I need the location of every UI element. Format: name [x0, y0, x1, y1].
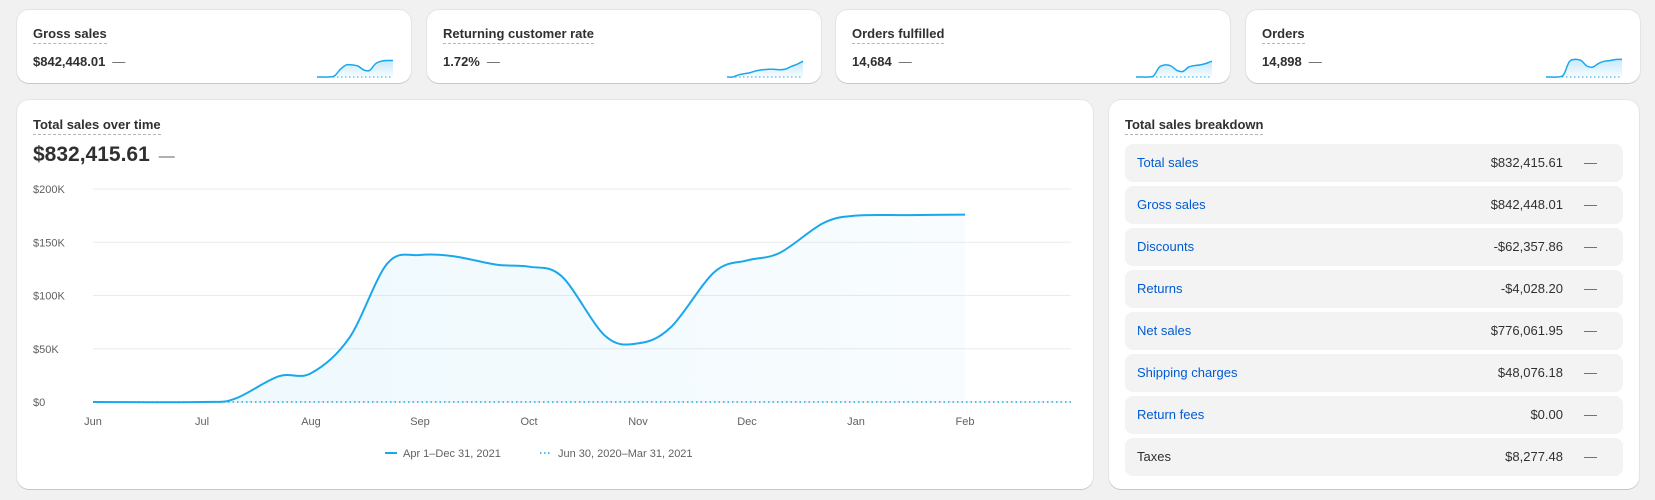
x-tick-label: Sep [410, 416, 430, 428]
breakdown-label[interactable]: Total sales [1137, 155, 1199, 170]
metric-title[interactable]: Returning customer rate [443, 26, 594, 44]
x-tick-label: Oct [520, 416, 537, 428]
comparison-dash: — [1584, 323, 1597, 338]
comparison-dash: — [158, 148, 175, 165]
metric-value: 14,684— [852, 54, 912, 69]
chart-legend: Apr 1–Dec 31, 2021 Jun 30, 2020–Mar 31, 2… [385, 448, 693, 460]
total-sales-over-time-card: Total sales over time $832,415.61— $200K… [17, 100, 1093, 489]
sparkline [316, 59, 394, 78]
metric-title[interactable]: Orders [1262, 26, 1305, 44]
y-tick-label: $0 [33, 397, 45, 409]
sparkline [1135, 60, 1213, 78]
metric-card-returning-customer-rate[interactable]: Returning customer rate 1.72% — [427, 10, 821, 83]
metric-card-orders-fulfilled[interactable]: Orders fulfilled 14,684— [836, 10, 1230, 83]
breakdown-value: $48,076.18 [1497, 365, 1563, 380]
breakdown-label[interactable]: Gross sales [1137, 197, 1206, 212]
x-tick-label: Jul [195, 416, 209, 428]
sparkline-area [727, 61, 803, 78]
comparison-dash: — [1308, 54, 1322, 69]
comparison-dash: — [1584, 449, 1597, 464]
breakdown-row[interactable]: Shipping charges $48,076.18 — [1125, 354, 1623, 392]
sales-line-chart[interactable]: $200K $150K $100K $50K $0 Jun Jul Aug Sep Oct Nov D… [17, 100, 1093, 489]
sparkline-line [1135, 60, 1213, 78]
sparkline [726, 60, 804, 78]
breakdown-value: -$4,028.20 [1500, 281, 1563, 296]
breakdown-value: $8,277.48 [1505, 449, 1563, 464]
metric-value: 14,898— [1262, 54, 1322, 69]
comparison-dash: — [1584, 197, 1597, 212]
chart-title[interactable]: Total sales over time [33, 117, 161, 135]
comparison-dash: — [1584, 365, 1597, 380]
series-line-current-period [92, 213, 966, 404]
comparison-dash: — [1584, 281, 1597, 296]
comparison-dash: — [1584, 407, 1597, 422]
metric-title[interactable]: Orders fulfilled [852, 26, 945, 44]
breakdown-row[interactable]: Gross sales $842,448.01 — [1125, 186, 1623, 224]
comparison-dash: — [898, 54, 912, 69]
breakdown-title[interactable]: Total sales breakdown [1125, 117, 1264, 135]
x-tick-label: Jan [847, 416, 865, 428]
metric-card-gross-sales[interactable]: Gross sales $842,448.01— [17, 10, 411, 83]
breakdown-row[interactable]: Discounts -$62,357.86 — [1125, 228, 1623, 266]
comparison-dash: — [1584, 239, 1597, 254]
breakdown-label[interactable]: Returns [1137, 281, 1183, 296]
legend-label-previous: Jun 30, 2020–Mar 31, 2021 [558, 448, 693, 460]
breakdown-value: $842,448.01 [1490, 197, 1563, 212]
total-sales-breakdown-card: Total sales breakdown Total sales $832,41… [1109, 100, 1639, 489]
sparkline-line [1545, 58, 1623, 78]
x-tick-label: Aug [301, 416, 321, 428]
breakdown-row[interactable]: Return fees $0.00 — [1125, 396, 1623, 434]
breakdown-row: Taxes $8,277.48 — [1125, 438, 1623, 476]
x-tick-label: Dec [737, 416, 757, 428]
metric-title[interactable]: Gross sales [33, 26, 107, 44]
x-tick-label: Jun [84, 416, 102, 428]
breakdown-label: Taxes [1137, 449, 1171, 464]
breakdown-label[interactable]: Net sales [1137, 323, 1192, 338]
breakdown-value: $832,415.61 [1490, 155, 1563, 170]
sparkline-line [726, 60, 804, 78]
breakdown-value: $0.00 [1530, 407, 1563, 422]
breakdown-label[interactable]: Shipping charges [1137, 365, 1238, 380]
breakdown-row[interactable]: Returns -$4,028.20 — [1125, 270, 1623, 308]
metric-card-orders[interactable]: Orders 14,898— [1246, 10, 1640, 83]
sparkline-area [1546, 59, 1622, 78]
series-area [93, 214, 965, 403]
metric-value: $842,448.01— [33, 54, 126, 69]
y-tick-label: $50K [33, 344, 59, 356]
x-tick-label: Feb [956, 416, 975, 428]
breakdown-label[interactable]: Discounts [1137, 239, 1195, 254]
breakdown-label[interactable]: Return fees [1137, 407, 1205, 422]
chart-total-value: $832,415.61— [33, 142, 175, 170]
y-tick-label: $100K [33, 291, 65, 303]
legend-label-current: Apr 1–Dec 31, 2021 [403, 448, 501, 460]
comparison-dash: — [112, 54, 126, 69]
y-tick-label: $200K [33, 184, 65, 196]
sparkline-area [317, 60, 393, 78]
sparkline [1545, 58, 1623, 78]
breakdown-row[interactable]: Total sales $832,415.61 — [1125, 144, 1623, 182]
sparkline-line [316, 59, 394, 78]
metric-value: 1.72% — [443, 54, 500, 69]
comparison-dash: — [1584, 155, 1597, 170]
comparison-dash: — [486, 54, 500, 69]
y-tick-label: $150K [33, 237, 65, 249]
breakdown-row[interactable]: Net sales $776,061.95 — [1125, 312, 1623, 350]
x-tick-label: Nov [628, 416, 648, 428]
breakdown-value: -$62,357.86 [1493, 239, 1563, 254]
breakdown-value: $776,061.95 [1490, 323, 1563, 338]
